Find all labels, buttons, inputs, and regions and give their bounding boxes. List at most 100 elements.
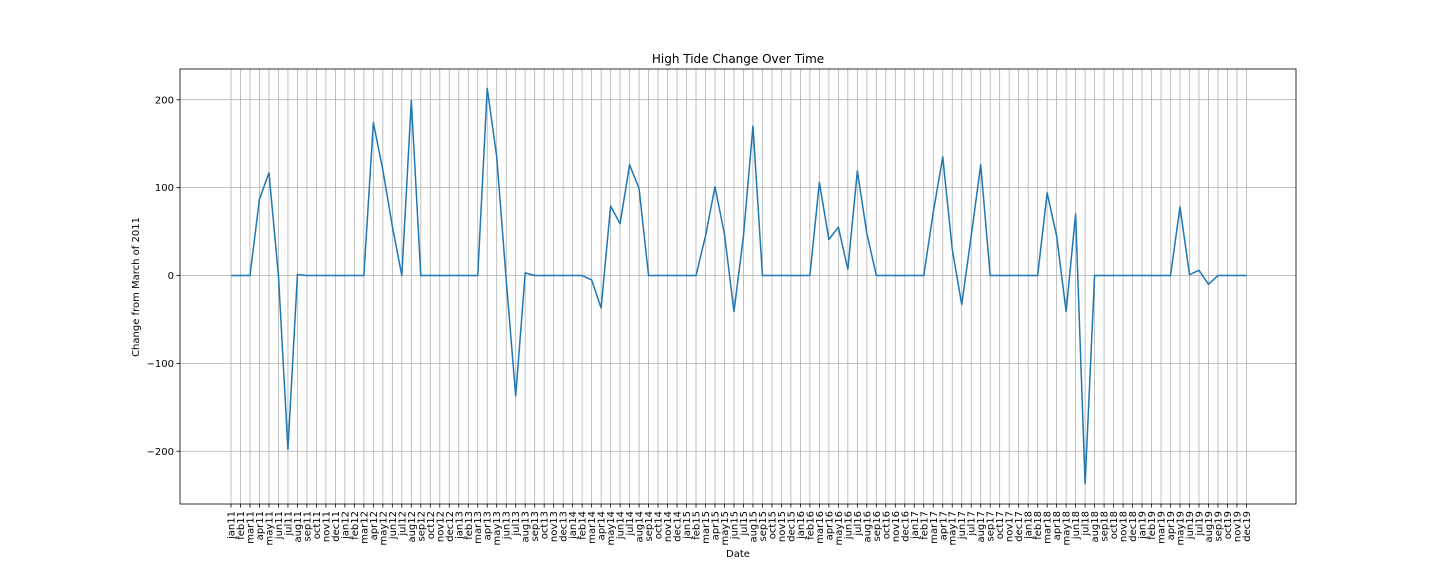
x-tick-label: sep15 xyxy=(758,511,769,541)
x-tick-label: jun17 xyxy=(957,511,968,540)
y-tick-label: −100 xyxy=(147,359,174,370)
x-tick-label: dec11 xyxy=(331,511,342,542)
x-tick-label: may18 xyxy=(1062,511,1073,546)
x-tick-label: jul17 xyxy=(967,511,978,537)
x-tick-label: may14 xyxy=(606,511,617,546)
y-axis-label: Change from March of 2011 xyxy=(131,217,142,357)
x-tick-label: jun16 xyxy=(843,511,854,540)
x-tick-label: aug18 xyxy=(1090,511,1101,543)
x-tick-label: oct12 xyxy=(426,511,437,539)
series-layer xyxy=(231,87,1247,485)
x-tick-label: dec18 xyxy=(1128,511,1139,542)
x-tick-label: dec15 xyxy=(786,511,797,542)
x-tick-label: feb18 xyxy=(1033,511,1044,540)
x-tick-label: dec12 xyxy=(445,511,456,542)
x-tick-label: sep12 xyxy=(416,511,427,541)
x-tick-label: oct11 xyxy=(312,511,323,539)
x-tick-label: jan18 xyxy=(1024,511,1035,540)
x-tick-label: may17 xyxy=(948,511,959,546)
x-tick-label: apr14 xyxy=(597,511,608,540)
x-tick-label: apr12 xyxy=(369,511,380,540)
x-tick-label: jan19 xyxy=(1138,511,1149,540)
x-tick-label: oct14 xyxy=(654,511,665,539)
x-tick-label: jul14 xyxy=(625,511,636,537)
x-axis-label: Date xyxy=(726,549,750,560)
series-line xyxy=(231,87,1247,485)
x-tick-label: mar11 xyxy=(245,511,256,544)
x-tick-label: apr19 xyxy=(1166,511,1177,540)
x-tick-label: jan12 xyxy=(340,511,351,540)
x-tick-label: sep16 xyxy=(872,511,883,541)
x-tick-label: oct17 xyxy=(995,511,1006,539)
x-tick-label: jul12 xyxy=(397,511,408,537)
x-tick-label: jan16 xyxy=(796,511,807,540)
x-tick-label: nov15 xyxy=(777,511,788,542)
x-tick-label: may12 xyxy=(378,511,389,546)
x-tick-label: apr13 xyxy=(483,511,494,540)
x-tick-label: may19 xyxy=(1176,511,1187,546)
x-tick-label: jul18 xyxy=(1081,511,1092,537)
x-tick-label: feb17 xyxy=(919,511,930,540)
x-tick-label: feb12 xyxy=(350,511,361,540)
x-tick-label: feb15 xyxy=(692,511,703,540)
x-tick-label: mar16 xyxy=(815,511,826,544)
x-tick-label: dec13 xyxy=(559,511,570,542)
x-tick-label: apr16 xyxy=(824,511,835,540)
x-tick-label: dec14 xyxy=(673,511,684,542)
x-tick-label: aug14 xyxy=(635,511,646,543)
y-tick-label: 0 xyxy=(168,271,174,282)
x-tick-label: jul13 xyxy=(511,511,522,537)
x-tick-label: oct13 xyxy=(540,511,551,539)
x-tick-label: oct19 xyxy=(1223,511,1234,539)
x-tick-label: jan14 xyxy=(568,511,579,540)
plot-frame xyxy=(179,68,1297,505)
x-tick-label: jan15 xyxy=(682,511,693,540)
grid-layer xyxy=(180,69,1296,504)
x-tick-label: jul15 xyxy=(739,511,750,537)
x-tick-label: nov14 xyxy=(663,511,674,542)
x-tick-label: mar17 xyxy=(929,511,940,544)
x-tick-label: jun18 xyxy=(1071,511,1082,540)
x-tick-label: nov12 xyxy=(435,511,446,542)
x-tick-label: apr11 xyxy=(255,511,266,540)
x-tick-label: nov11 xyxy=(321,511,332,542)
x-tick-label: oct16 xyxy=(881,511,892,539)
x-tick-label: jun11 xyxy=(274,511,285,540)
x-tick-label: sep11 xyxy=(302,511,313,541)
x-tick-label: feb13 xyxy=(464,511,475,540)
x-tick-label: sep19 xyxy=(1213,511,1224,541)
x-tick-label: mar18 xyxy=(1043,511,1054,544)
x-tick-label: mar15 xyxy=(701,511,712,544)
x-tick-label: aug17 xyxy=(976,511,987,543)
x-tick-label: sep17 xyxy=(986,511,997,541)
x-tick-label: dec17 xyxy=(1014,511,1025,542)
x-tick-label: apr17 xyxy=(938,511,949,540)
x-tick-label: apr18 xyxy=(1052,511,1063,540)
x-tick-label: mar14 xyxy=(587,511,598,544)
x-tick-label: jun13 xyxy=(502,511,513,540)
x-tick-label: nov18 xyxy=(1119,511,1130,542)
x-tick-label: jun12 xyxy=(388,511,399,540)
x-tick-label: jan17 xyxy=(910,511,921,540)
x-tick-label: feb14 xyxy=(578,511,589,540)
x-tick-label: dec16 xyxy=(900,511,911,542)
x-tick-label: jul19 xyxy=(1194,511,1205,537)
x-tick-label: feb19 xyxy=(1147,511,1158,540)
x-tick-label: jan11 xyxy=(227,511,238,540)
x-tick-label: sep13 xyxy=(530,511,541,541)
x-tick-label: feb11 xyxy=(236,511,247,540)
chart-title: High Tide Change Over Time xyxy=(652,52,824,66)
x-axis: jan11feb11mar11apr11may11jun11jul11aug11… xyxy=(227,504,1253,546)
x-tick-label: aug19 xyxy=(1204,511,1215,543)
x-tick-label: apr15 xyxy=(710,511,721,540)
x-tick-label: nov19 xyxy=(1232,511,1243,542)
y-tick-label: −200 xyxy=(147,447,174,458)
x-tick-label: dec19 xyxy=(1242,511,1253,542)
x-tick-label: feb16 xyxy=(805,511,816,540)
x-tick-label: jun19 xyxy=(1185,511,1196,540)
x-tick-label: aug15 xyxy=(748,511,759,543)
x-tick-label: aug13 xyxy=(521,511,532,543)
x-tick-label: jan13 xyxy=(454,511,465,540)
x-tick-label: jun15 xyxy=(729,511,740,540)
